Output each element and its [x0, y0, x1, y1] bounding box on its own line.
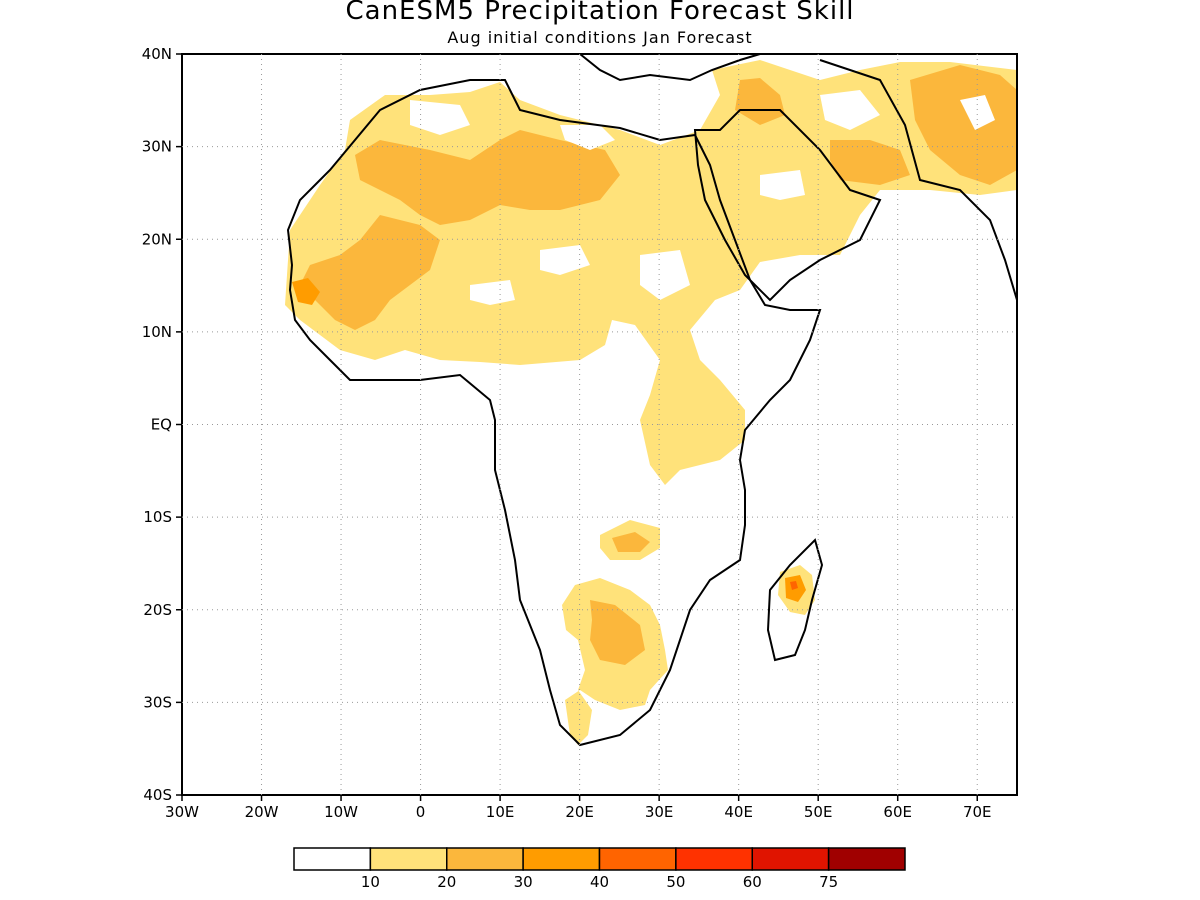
legend-label: 50	[666, 873, 685, 891]
lon-tick-label: 70E	[963, 803, 992, 821]
legend-swatch	[598, 847, 677, 871]
lat-tick-label: 40N	[142, 45, 172, 63]
map-subtitle: Aug initial conditions Jan Forecast	[447, 28, 753, 47]
lon-tick-label: 20W	[245, 803, 279, 821]
legend-swatch	[522, 847, 601, 871]
lat-tick-label: 20S	[143, 601, 172, 619]
skill-region-arabia-north	[735, 78, 785, 125]
lat-tick-label: 40S	[143, 786, 172, 804]
lat-tick-label: 30N	[142, 138, 172, 156]
europe-coastline	[579, 53, 761, 82]
lat-tick-label: 30S	[143, 693, 172, 711]
color-legend: 10 20 30 40 50 60 75	[293, 847, 906, 891]
arabia-coastline	[693, 109, 882, 302]
lon-tick-label: 60E	[883, 803, 912, 821]
skill-region-zambia-core	[612, 532, 650, 552]
lon-tick-label: 10W	[324, 803, 358, 821]
legend-label: 40	[590, 873, 609, 891]
legend-swatch	[446, 847, 524, 871]
asia-coastline	[819, 59, 1018, 301]
legend-swatch	[675, 847, 753, 871]
legend-swatch	[751, 847, 830, 871]
lon-tick-label: 30E	[645, 803, 674, 821]
legend-label: 75	[819, 873, 838, 891]
skill-region-senegal	[292, 278, 320, 305]
legend-label: 60	[743, 873, 762, 891]
madagascar-coastline	[766, 538, 824, 662]
skill-region-persia	[830, 140, 910, 185]
africa-coastline	[286, 79, 822, 747]
skill-region-central-asia	[910, 65, 1017, 185]
legend-swatch	[827, 847, 906, 871]
skill-region-madagascar-peak	[790, 581, 798, 590]
skill-region-south-africa	[590, 600, 645, 665]
skill-region-sahara	[355, 130, 620, 225]
lat-tick-label: 20N	[142, 230, 172, 248]
legend-label: 20	[437, 873, 456, 891]
legend-swatch	[369, 847, 448, 871]
lon-tick-label: 50E	[804, 803, 833, 821]
lon-tick-label: 20E	[565, 803, 594, 821]
lon-tick-label: 0	[416, 803, 426, 821]
lon-tick-label: 40E	[724, 803, 753, 821]
lat-lon-grid	[182, 54, 1017, 795]
lon-tick-label: 10E	[486, 803, 515, 821]
legend-label: 30	[514, 873, 533, 891]
legend-swatch	[293, 847, 372, 871]
legend-label: 10	[361, 873, 380, 891]
skill-region-west-africa	[300, 215, 440, 330]
skill-shading	[285, 60, 1017, 745]
map-title: CanESM5 Precipitation Forecast Skill	[345, 0, 855, 26]
lat-tick-label: 10S	[143, 508, 172, 526]
coastlines	[286, 53, 1018, 747]
lat-tick-label: 10N	[142, 323, 172, 341]
lat-tick-label: EQ	[151, 416, 172, 434]
lon-tick-label: 30W	[165, 803, 199, 821]
